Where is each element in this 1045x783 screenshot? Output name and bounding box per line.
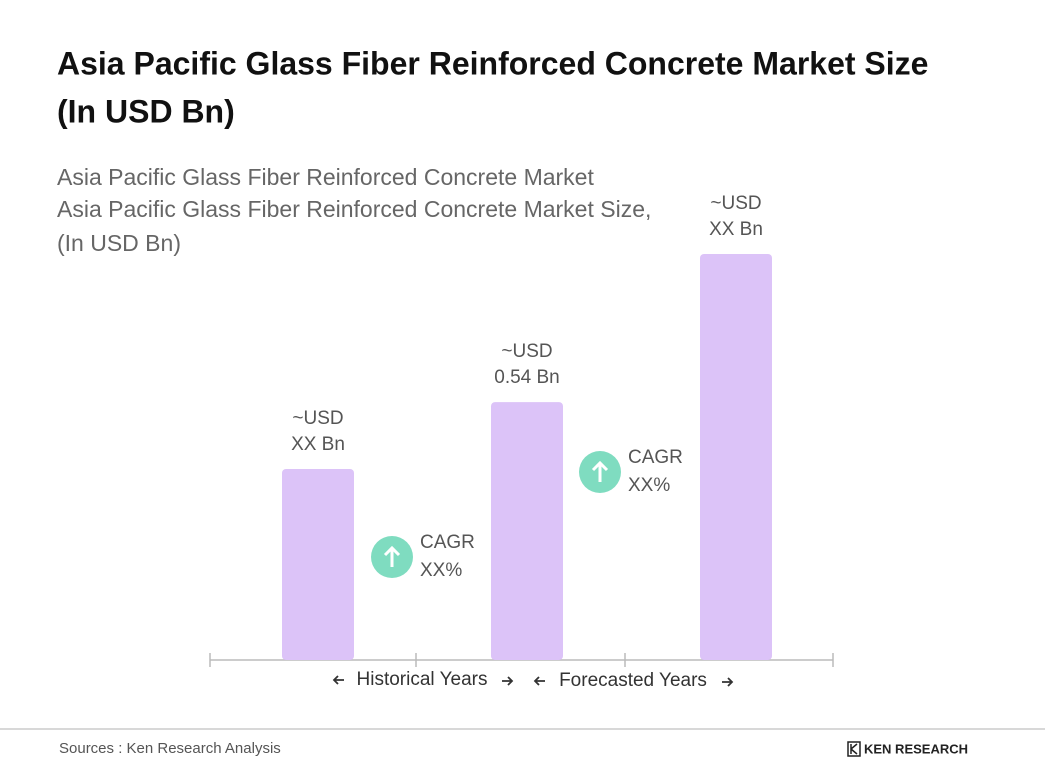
period-label: Historical Years [357,669,488,690]
value-label: ~USD [710,193,761,214]
subtitle: Asia Pacific Glass Fiber Reinforced Conc… [57,196,651,222]
cagr-label: CAGR [628,447,683,468]
bar [491,402,563,660]
value-label: XX Bn [291,434,345,455]
chart-title: Asia Pacific Glass Fiber Reinforced Conc… [57,45,928,81]
value-label: ~USD [292,408,343,429]
value-label: ~USD [501,341,552,362]
axis-ticks [209,653,834,667]
bar [282,468,354,660]
chart-title: (In USD Bn) [57,93,235,129]
bar [700,254,772,660]
cagr-label: CAGR [420,532,475,553]
period-label: Forecasted Years [559,670,707,691]
brand-logo: KEN RESEARCH [847,741,968,757]
cagr-label: XX% [420,560,462,581]
brand: KEN RESEARCH [864,741,968,756]
cagr-arrow [591,460,609,482]
subtitle: Asia Pacific Glass Fiber Reinforced Conc… [57,164,594,190]
cagr-label: XX% [628,475,670,496]
subtitle: (In USD Bn) [57,230,181,256]
value-label: XX Bn [709,219,763,240]
source: Sources : Ken Research Analysis [59,740,281,757]
cagr-arrow [383,545,401,567]
period-arrows [332,675,734,687]
value-label: 0.54 Bn [494,367,560,388]
